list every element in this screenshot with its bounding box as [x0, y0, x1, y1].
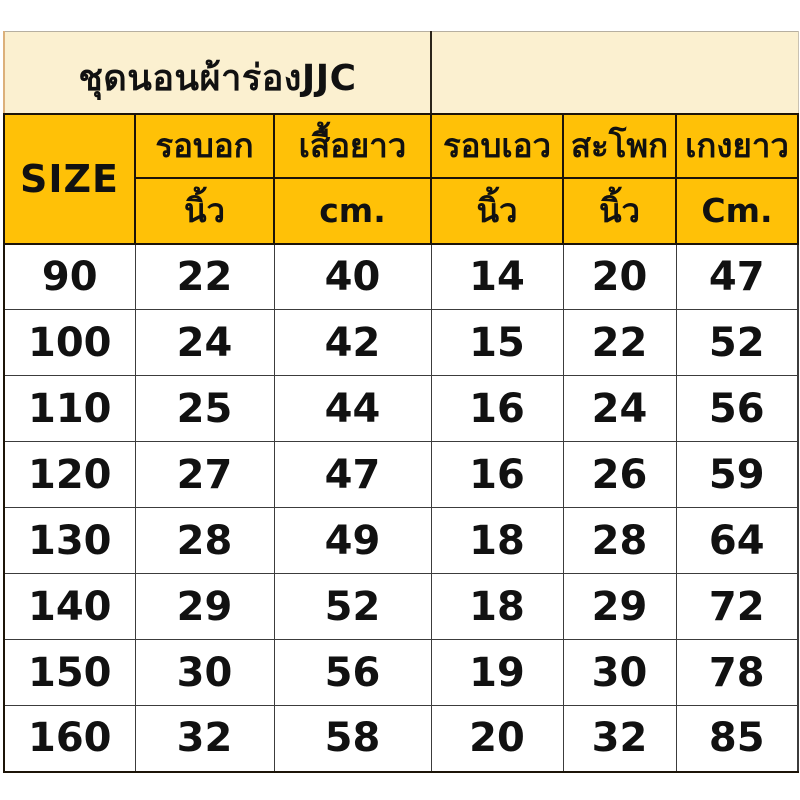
value-cell: 52 — [273, 573, 432, 640]
size-cell: 90 — [3, 243, 136, 310]
table-row-size-120: 120 27 47 16 26 59 — [3, 441, 799, 508]
size-cell: 140 — [3, 573, 136, 640]
table-row-size-110: 110 25 44 16 24 56 — [3, 375, 799, 442]
col-header-hip: สะโพก — [562, 112, 677, 179]
table-row-size-130: 130 28 49 18 28 64 — [3, 507, 799, 574]
value-cell: 49 — [273, 507, 432, 574]
value-cell: 15 — [430, 309, 564, 376]
size-cell: 130 — [3, 507, 136, 574]
value-cell: 42 — [273, 309, 432, 376]
table-row-size-100: 100 24 42 15 22 52 — [3, 309, 799, 376]
table-row-size-90: 90 22 40 14 20 47 — [3, 243, 799, 310]
value-cell: 24 — [134, 309, 275, 376]
title-spacer-cell — [431, 31, 799, 115]
value-cell: 56 — [273, 639, 432, 706]
unit-chest: นิ้ว — [134, 176, 275, 245]
value-cell: 72 — [675, 573, 799, 640]
value-cell: 47 — [675, 243, 799, 310]
value-cell: 22 — [562, 309, 677, 376]
value-cell: 44 — [273, 375, 432, 442]
size-cell: 120 — [3, 441, 136, 508]
value-cell: 29 — [134, 573, 275, 640]
value-cell: 14 — [430, 243, 564, 310]
value-cell: 78 — [675, 639, 799, 706]
chart-title: ชุดนอนผ้าร่องJJC — [3, 31, 432, 115]
value-cell: 16 — [430, 375, 564, 442]
value-cell: 32 — [134, 705, 275, 773]
col-header-shirt-length: เสื้อยาว — [273, 112, 432, 179]
value-cell: 16 — [430, 441, 564, 508]
value-cell: 47 — [273, 441, 432, 508]
table-row-size-150: 150 30 56 19 30 78 — [3, 639, 799, 706]
size-cell: 100 — [3, 309, 136, 376]
value-cell: 30 — [134, 639, 275, 706]
col-header-pants-length: เกงยาว — [675, 112, 799, 179]
col-header-size: SIZE — [3, 112, 136, 245]
value-cell: 19 — [430, 639, 564, 706]
value-cell: 26 — [562, 441, 677, 508]
value-cell: 40 — [273, 243, 432, 310]
value-cell: 27 — [134, 441, 275, 508]
size-cell: 160 — [3, 705, 136, 773]
value-cell: 58 — [273, 705, 432, 773]
value-cell: 24 — [562, 375, 677, 442]
value-cell: 20 — [562, 243, 677, 310]
value-cell: 32 — [562, 705, 677, 773]
table-row-size-160: 160 32 58 20 32 85 — [3, 705, 799, 773]
value-cell: 52 — [675, 309, 799, 376]
col-header-waist: รอบเอว — [430, 112, 564, 179]
unit-pants-length: Cm. — [675, 176, 799, 245]
value-cell: 25 — [134, 375, 275, 442]
value-cell: 59 — [675, 441, 799, 508]
size-cell: 110 — [3, 375, 136, 442]
unit-hip: นิ้ว — [562, 176, 677, 245]
value-cell: 22 — [134, 243, 275, 310]
col-header-chest: รอบอก — [134, 112, 275, 179]
value-cell: 18 — [430, 507, 564, 574]
value-cell: 29 — [562, 573, 677, 640]
value-cell: 28 — [134, 507, 275, 574]
header-row-units: นิ้ว cm. นิ้ว นิ้ว Cm. — [4, 176, 799, 245]
unit-waist: นิ้ว — [430, 176, 564, 245]
size-cell: 150 — [3, 639, 136, 706]
value-cell: 64 — [675, 507, 799, 574]
size-chart-table: ชุดนอนผ้าร่องJJC SIZE รอบอก เสื้อยาว รอบ… — [3, 31, 799, 773]
unit-shirt-length: cm. — [273, 176, 432, 245]
table-row-size-140: 140 29 52 18 29 72 — [3, 573, 799, 640]
value-cell: 30 — [562, 639, 677, 706]
title-row: ชุดนอนผ้าร่องJJC — [3, 31, 799, 115]
header-row-labels: SIZE รอบอก เสื้อยาว รอบเอว สะโพก เกงยาว — [3, 112, 799, 245]
value-cell: 85 — [675, 705, 799, 773]
value-cell: 20 — [430, 705, 564, 773]
value-cell: 18 — [430, 573, 564, 640]
value-cell: 56 — [675, 375, 799, 442]
value-cell: 28 — [562, 507, 677, 574]
